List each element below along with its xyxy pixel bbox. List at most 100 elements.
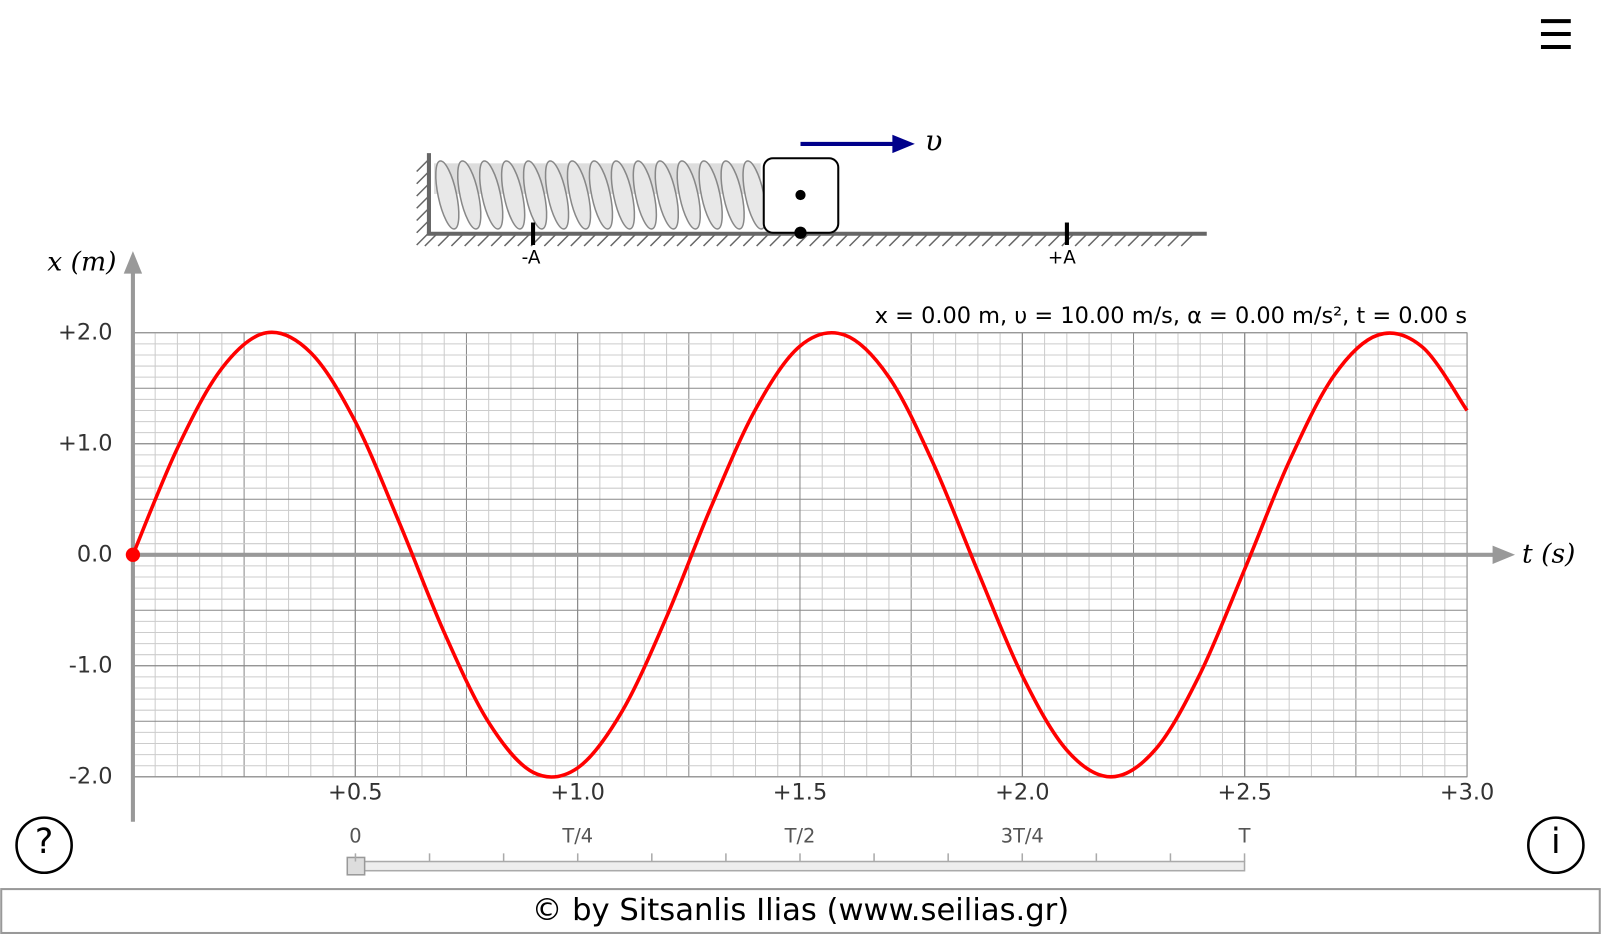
hatch bbox=[862, 233, 876, 247]
hatch bbox=[676, 233, 690, 247]
hatch bbox=[1101, 233, 1115, 247]
time-slider[interactable]: 0 T/4 T/2 3T/4 T bbox=[346, 825, 1251, 876]
hatch bbox=[416, 183, 430, 197]
help-button[interactable]: ? bbox=[15, 816, 73, 875]
slider-label: 3T/4 bbox=[1001, 825, 1044, 848]
coil bbox=[544, 160, 570, 230]
y-tick-label: +1.0 bbox=[58, 430, 112, 456]
coil bbox=[522, 160, 548, 230]
info-icon: i bbox=[1551, 822, 1561, 862]
hatch bbox=[596, 233, 611, 247]
info-button[interactable]: i bbox=[1527, 816, 1585, 875]
footer-box bbox=[0, 888, 1601, 934]
footer: © by Sitsanlis Ilias (www.seilias.gr) bbox=[532, 893, 1069, 928]
hatch bbox=[795, 233, 810, 247]
hatch bbox=[583, 233, 597, 247]
hatch bbox=[968, 233, 982, 247]
hatch bbox=[742, 233, 757, 247]
x-tick-label: +3.0 bbox=[1440, 780, 1494, 806]
hatch bbox=[756, 233, 770, 247]
coil bbox=[632, 160, 658, 230]
hatch bbox=[994, 233, 1009, 247]
coil bbox=[654, 160, 680, 230]
x-axis-arrow bbox=[1492, 545, 1516, 564]
x-tick-label: +2.5 bbox=[1217, 780, 1271, 806]
hatch bbox=[1074, 233, 1088, 247]
velocity-label: υ bbox=[925, 123, 942, 157]
chart: +2.0 +1.0 0.0 -1.0 -2.0 +0.5 +1.0 +1.5 +2.0 +2.5 +… bbox=[58, 251, 1516, 822]
hatch bbox=[424, 233, 438, 247]
hatch bbox=[729, 233, 743, 247]
hatch bbox=[848, 233, 863, 247]
hatch bbox=[557, 233, 571, 247]
hatch bbox=[416, 219, 430, 234]
hatch bbox=[663, 233, 677, 247]
x-tick-label: +0.5 bbox=[328, 780, 382, 806]
hatch bbox=[875, 233, 889, 247]
y-axis-label: x (m) bbox=[47, 246, 116, 277]
plus-amplitude-label: +A bbox=[1048, 247, 1076, 268]
slider-label: T bbox=[1238, 825, 1251, 848]
hatch bbox=[1140, 233, 1155, 247]
hatch bbox=[437, 233, 451, 247]
series-line bbox=[131, 330, 1469, 779]
menu-button[interactable]: ☰ bbox=[1538, 11, 1575, 59]
hatch bbox=[981, 233, 995, 247]
coil bbox=[456, 160, 482, 230]
help-icon: ? bbox=[35, 822, 53, 862]
x-tick-label: +1.0 bbox=[550, 780, 604, 806]
hatch bbox=[416, 195, 430, 209]
hatch bbox=[450, 233, 465, 247]
hatch bbox=[1021, 233, 1035, 247]
slider-label: T/2 bbox=[784, 825, 816, 848]
hatch bbox=[623, 233, 637, 247]
hatch bbox=[782, 233, 796, 247]
hatch bbox=[416, 207, 430, 222]
hatch bbox=[1048, 233, 1062, 247]
hatch bbox=[636, 233, 650, 247]
hatch bbox=[902, 233, 916, 247]
current-point bbox=[125, 547, 141, 562]
hatch bbox=[1114, 233, 1128, 247]
coil bbox=[588, 160, 614, 230]
hatch bbox=[490, 233, 504, 247]
readout: x = 0.00 m, υ = 10.00 m/s, α = 0.00 m/s²… bbox=[875, 303, 1467, 329]
hatch bbox=[822, 233, 836, 247]
hatch bbox=[503, 233, 518, 247]
hatch bbox=[1167, 233, 1181, 247]
hatch bbox=[464, 233, 478, 247]
hatch bbox=[570, 233, 584, 247]
hatch bbox=[610, 233, 624, 247]
hatch bbox=[477, 233, 491, 247]
coil bbox=[698, 160, 723, 230]
hatch bbox=[809, 233, 823, 247]
slider-label: T/4 bbox=[561, 825, 593, 848]
y-axis-arrow bbox=[123, 251, 143, 274]
hatch bbox=[416, 232, 430, 246]
x-axis-label: t (s) bbox=[1522, 538, 1575, 569]
coil bbox=[500, 160, 526, 230]
y-tick-label: 0.0 bbox=[77, 541, 113, 567]
hatch bbox=[888, 233, 903, 247]
hatch bbox=[543, 233, 558, 247]
hatch bbox=[1034, 233, 1049, 247]
hatch bbox=[1008, 233, 1022, 247]
hatch bbox=[955, 233, 969, 247]
hatch bbox=[769, 233, 783, 247]
coil bbox=[435, 160, 460, 230]
y-tick-label: -1.0 bbox=[69, 652, 113, 678]
coil bbox=[610, 160, 636, 230]
coil bbox=[478, 160, 504, 230]
hatch bbox=[416, 158, 430, 173]
hatch bbox=[915, 233, 929, 247]
coil bbox=[566, 160, 592, 230]
hatch bbox=[1154, 233, 1168, 247]
hatch bbox=[517, 233, 531, 247]
hatch bbox=[702, 233, 717, 247]
coil bbox=[676, 160, 702, 230]
x-tick-label: +2.0 bbox=[995, 780, 1049, 806]
hatch bbox=[1180, 233, 1195, 247]
x-tick-label: +1.5 bbox=[773, 780, 827, 806]
